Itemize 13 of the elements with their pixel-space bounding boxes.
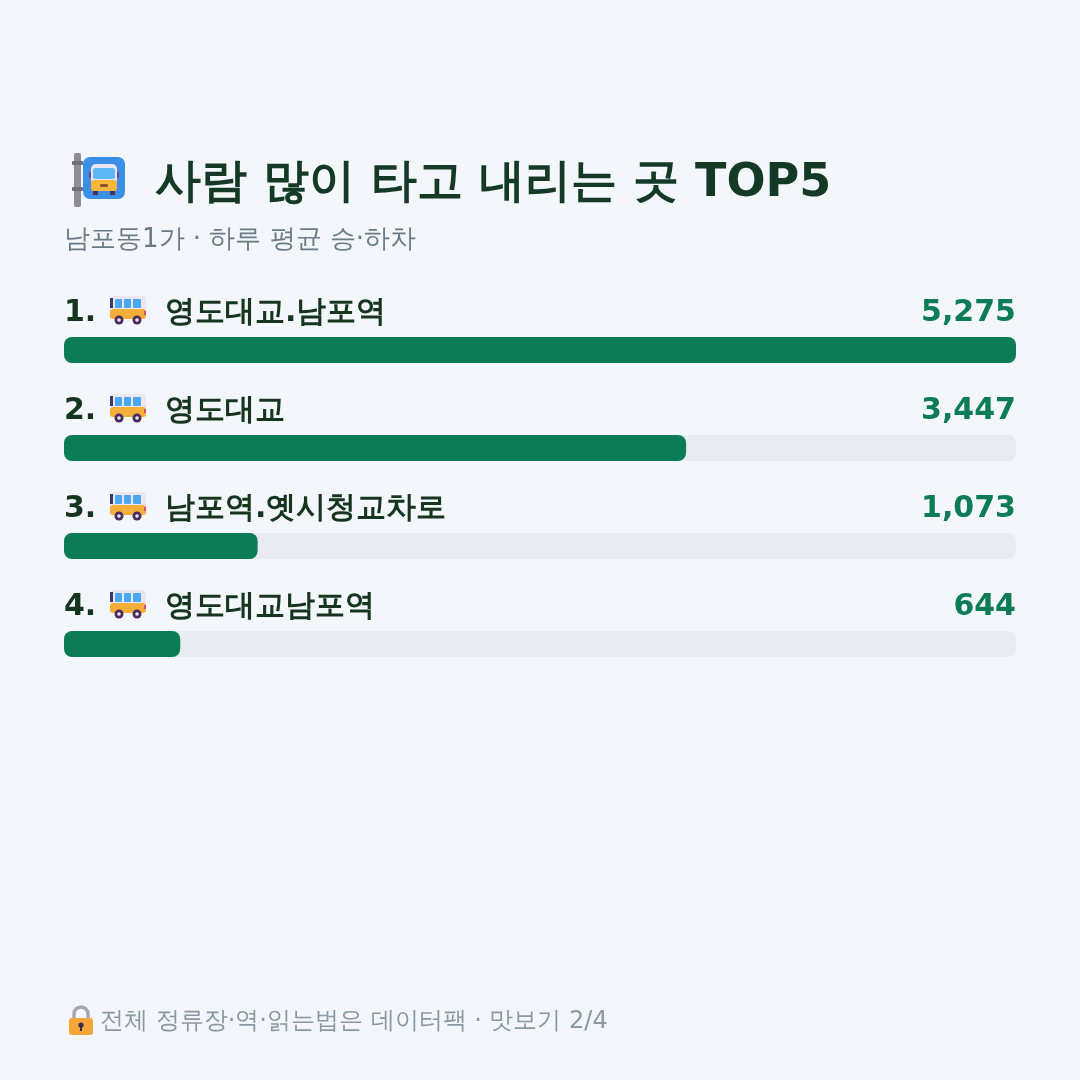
data-label: 1,073 [921, 488, 1016, 524]
chart-subtitle: 남포동1가 · 하루 평균 승·하차 [64, 223, 417, 253]
category-label: 2. 영도대교 [64, 390, 285, 426]
category-label: 4. 영도대교남포역 [64, 586, 375, 622]
text: 전체 정류장·역·읽는법은 데이터팩 · 맛보기 2/4 [100, 1006, 608, 1034]
bar [64, 631, 181, 657]
category-label: 3. 남포역.옛시청교차로 [64, 488, 447, 524]
data-label: 644 [953, 586, 1016, 622]
chart-title: 사람 많이 타고 내리는 곳 TOP5 [155, 152, 832, 208]
bar [64, 533, 258, 559]
data-label: 3,447 [921, 390, 1016, 426]
category-label: 1. 영도대교.남포역 [64, 292, 387, 328]
data-label: 5,275 [921, 292, 1016, 328]
